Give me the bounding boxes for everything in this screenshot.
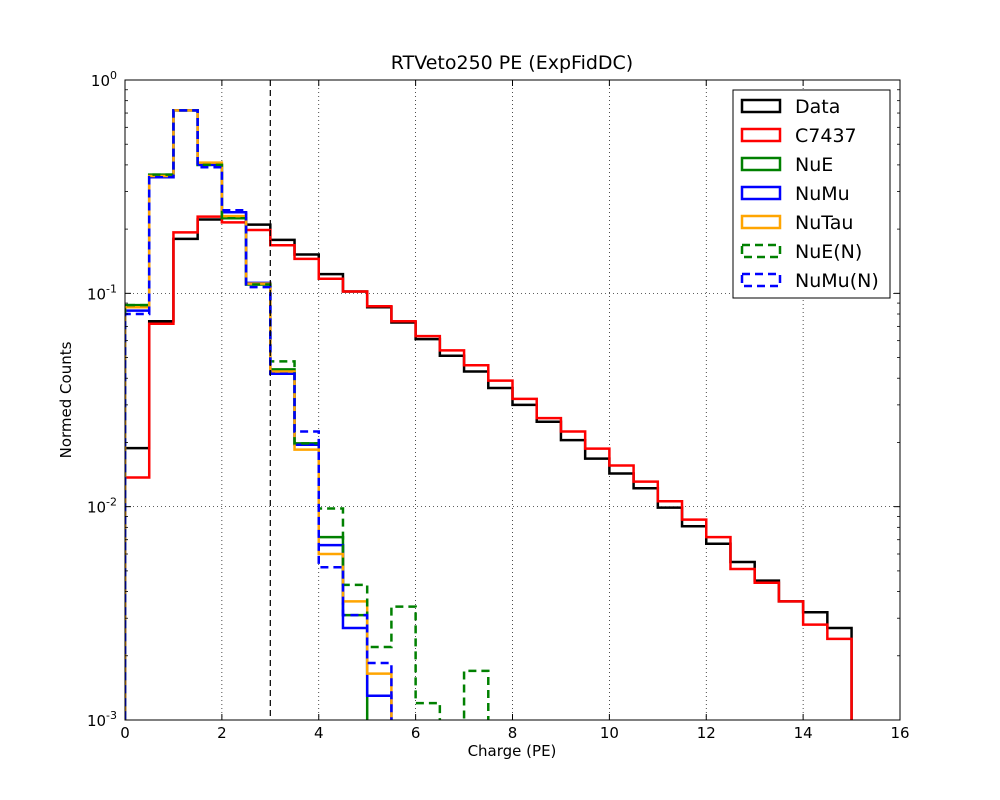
y-tick-label: 10-1 [87, 282, 117, 303]
legend-label: C7437 [795, 125, 857, 147]
legend-label: NuE [795, 154, 833, 176]
y-tick-label: 100 [91, 69, 117, 90]
series-nue-n [125, 109, 490, 720]
x-tick-label: 16 [890, 724, 909, 742]
legend-swatch [740, 127, 782, 143]
x-tick-label: 0 [120, 724, 130, 742]
x-tick-labels: 0 2 4 6 8 10 12 14 16 [120, 724, 909, 742]
x-axis-label: Charge (PE) [468, 742, 557, 760]
y-tick-label: 10-3 [87, 709, 117, 730]
legend-swatch [740, 156, 782, 172]
series-layer [125, 109, 853, 720]
legend-label: NuMu [795, 183, 850, 205]
legend-label: NuE(N) [795, 241, 862, 263]
x-tick-label: 6 [411, 724, 421, 742]
x-tick-label: 8 [508, 724, 518, 742]
y-tick-label: 10-2 [87, 496, 117, 517]
legend-swatch [740, 272, 782, 288]
x-tick-label: 12 [697, 724, 716, 742]
legend-swatch [740, 243, 782, 259]
legend-swatch [740, 185, 782, 201]
series-numu-n [125, 109, 393, 720]
chart-title: RTVeto250 PE (ExpFidDC) [391, 52, 633, 74]
axis-ticks [124, 79, 901, 721]
y-tick-labels: 10-3 10-2 10-1 100 [87, 69, 117, 730]
legend-swatch [740, 214, 782, 230]
x-tick-label: 14 [794, 724, 813, 742]
x-tick-label: 4 [314, 724, 324, 742]
x-tick-label: 2 [217, 724, 227, 742]
x-tick-label: 10 [600, 724, 619, 742]
legend-label: NuTau [795, 212, 853, 234]
legend-frame [732, 89, 891, 299]
legend-label: Data [795, 96, 840, 118]
legend-swatch [740, 98, 782, 114]
legend: Data C7437 NuE NuMu NuTau NuE(N) NuMu(N) [732, 89, 891, 299]
legend-label: NuMu(N) [795, 270, 879, 292]
y-axis-label: Normed Counts [57, 341, 75, 458]
